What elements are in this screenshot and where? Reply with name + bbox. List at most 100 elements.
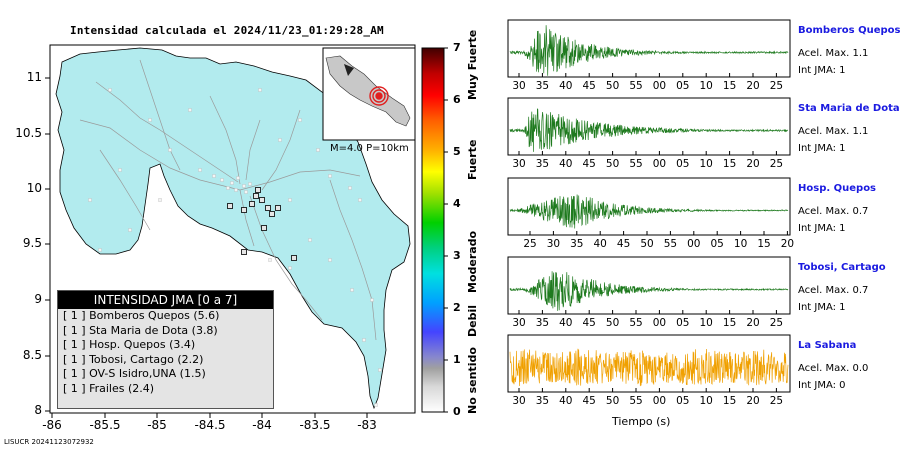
trace-tick-label: 55 <box>663 238 678 250</box>
trace-tick-label: 25 <box>769 395 784 407</box>
city-marker <box>362 338 366 342</box>
city-marker <box>348 186 352 190</box>
inset-magnitude-label: M=4.0 P=10km <box>330 143 409 154</box>
trace-tick-label: 05 <box>676 317 690 329</box>
costa-rica-land <box>55 47 411 410</box>
colorbar-number: 0 <box>453 405 461 418</box>
colorbar-number: 6 <box>453 93 461 106</box>
city-marker <box>298 118 302 122</box>
road-line <box>139 59 181 171</box>
trace-tick-label: 35 <box>535 80 550 92</box>
trace-tick-label: 25 <box>769 317 784 329</box>
trace-tick-label: 30 <box>512 158 526 170</box>
trace-tick-label: 25 <box>523 238 537 250</box>
city-marker <box>118 168 122 172</box>
station-intensity: Int JMA: 0 <box>798 380 846 391</box>
time-axis-label: Tiempo (s) <box>612 415 671 428</box>
trace-tick-label: 45 <box>582 80 596 92</box>
map-frame <box>49 44 416 414</box>
city-marker <box>98 248 102 252</box>
lat-tick-label: 9.5 <box>22 236 42 250</box>
city-marker <box>328 174 332 178</box>
trace-tick-label: 55 <box>629 395 643 407</box>
road-line <box>209 95 241 185</box>
legend-row: [ 1 ] Frailes (2.4) <box>63 381 155 395</box>
trace-tick-label: 40 <box>559 80 573 92</box>
station-acceleration: Acel. Max. 0.0 <box>798 363 869 374</box>
trace-tick-label: 10 <box>699 80 713 92</box>
trace-tick-label: 55 <box>629 317 643 329</box>
station-marker <box>241 249 247 255</box>
city-marker <box>378 368 382 372</box>
legend-header: INTENSIDAD JMA [0 a 7] <box>58 291 273 309</box>
intensity-legend: INTENSIDAD JMA [0 a 7] [ 1 ] Bomberos Qu… <box>57 290 274 409</box>
city-marker <box>220 178 224 182</box>
city-marker <box>188 108 192 112</box>
trace-tick-label: 10 <box>733 238 748 250</box>
trace-tick-label: 20 <box>746 80 760 92</box>
station-name: Tobosi, Cartago <box>798 262 886 273</box>
trace-tick-label: 05 <box>710 238 724 250</box>
city-marker <box>168 148 172 152</box>
road-line <box>249 195 323 321</box>
legend-row: [ 1 ] Hosp. Quepos (3.4) <box>63 338 196 351</box>
trace-tick-label: 00 <box>687 238 701 250</box>
trace-tick-label: 40 <box>559 317 573 329</box>
station-intensity: Int JMA: 1 <box>798 143 846 154</box>
city-marker <box>278 138 282 142</box>
trace-tick-label: 40 <box>559 158 573 170</box>
trace-tick-label: 00 <box>652 317 667 329</box>
trace-tick-label: 15 <box>722 80 737 92</box>
epicenter-ring <box>369 86 389 106</box>
trace-tick-label: 45 <box>582 317 596 329</box>
lat-tick-label: 8 <box>34 403 42 417</box>
city-marker <box>236 176 240 180</box>
trace-tick-label: 50 <box>605 395 620 407</box>
colorbar-category: No sentido <box>466 347 479 414</box>
station-acceleration: Acel. Max. 0.7 <box>798 206 869 217</box>
legend-row: [ 1 ] Tobosi, Cartago (2.2) <box>63 352 204 366</box>
station-marker <box>275 205 281 211</box>
trace-tick-label: 15 <box>757 238 771 250</box>
lon-tick-label: -83.5 <box>299 418 331 432</box>
station-intensity: Int JMA: 1 <box>798 65 846 76</box>
station-acceleration: Acel. Max. 1.1 <box>798 48 869 59</box>
inset-land <box>325 55 411 127</box>
station-marker <box>241 207 247 213</box>
colorbar-category: Muy Fuerte <box>466 29 479 100</box>
station-marker <box>269 211 275 217</box>
trace-tick-label: 45 <box>582 158 596 170</box>
city-marker <box>198 168 202 172</box>
lon-tick-label: -83 <box>357 418 377 432</box>
colorbar-number: 2 <box>453 301 461 314</box>
station-marker <box>291 255 297 261</box>
colorbar-number: 1 <box>453 353 461 366</box>
city-marker <box>370 298 374 302</box>
trace-tick-label: 20 <box>746 158 760 170</box>
station-name: Bomberos Quepos <box>798 25 901 36</box>
trace-tick-label: 15 <box>722 395 737 407</box>
trace-tick-label: 10 <box>699 317 713 329</box>
station-marker <box>261 225 267 231</box>
trace-tick-label: 50 <box>640 238 654 250</box>
lon-tick-label: -85 <box>147 418 167 432</box>
trace-tick-label: 05 <box>676 80 690 92</box>
lat-tick-label: 11 <box>26 70 42 84</box>
trace-tick-label: 00 <box>652 80 667 92</box>
city-marker <box>328 258 332 262</box>
trace-tick-label: 15 <box>722 158 737 170</box>
city-marker <box>308 238 312 242</box>
city-marker <box>374 403 378 407</box>
trace-tick-label: 50 <box>605 158 620 170</box>
epicenter-ring <box>375 92 383 100</box>
colorbar-number: 3 <box>453 249 461 262</box>
city-marker <box>288 198 292 202</box>
trace-tick-label: 35 <box>535 317 550 329</box>
city-marker <box>268 258 272 262</box>
trace-tick-label: 35 <box>570 238 584 250</box>
colorbar-number: 5 <box>453 145 461 158</box>
station-name: La Sabana <box>798 340 857 351</box>
trace-tick-label: 10 <box>699 158 713 170</box>
trace-tick-label: 25 <box>769 158 784 170</box>
trace-tick-label: 35 <box>535 158 550 170</box>
